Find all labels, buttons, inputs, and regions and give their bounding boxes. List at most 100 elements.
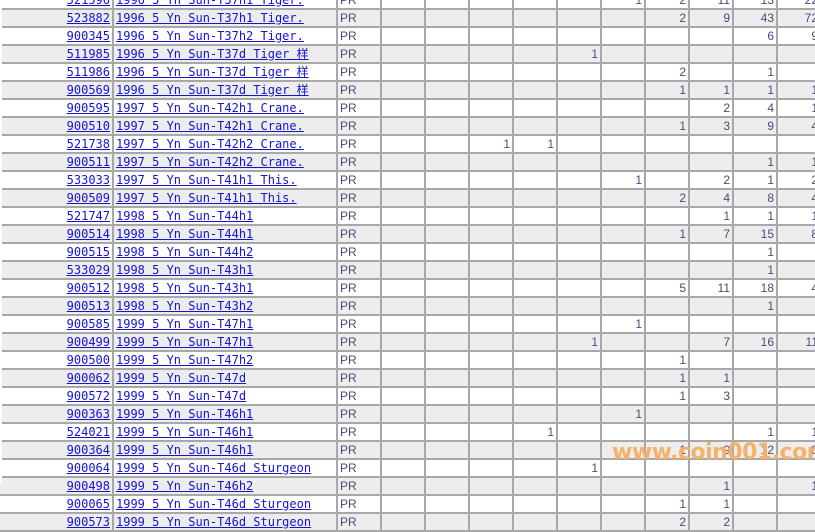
cell-coin-description[interactable]: 1997 5 Yn Sun-T42h2 Crane.	[114, 136, 338, 154]
cell-coin-description[interactable]: 1997 5 Yn Sun-T42h1 Crane.	[114, 118, 338, 136]
cell-pop-col-4	[514, 388, 558, 406]
cell-cert-number[interactable]: 900511	[0, 154, 114, 172]
cell-cert-number[interactable]: 533029	[0, 262, 114, 280]
cell-coin-description[interactable]: 1999 5 Yn Sun-T46h1	[114, 442, 338, 460]
cell-pop-col-7: 5	[646, 280, 690, 298]
cell-coin-description[interactable]: 1998 5 Yn Sun-T44h1	[114, 208, 338, 226]
cell-coin-description[interactable]: 1996 5 Yn Sun-T37h2 Tiger.	[114, 28, 338, 46]
cell-pop-col-4	[514, 226, 558, 244]
cell-pop-col-5	[558, 82, 602, 100]
cell-cert-number[interactable]: 524021	[0, 424, 114, 442]
cell-coin-description[interactable]: 1999 5 Yn Sun-T47d	[114, 388, 338, 406]
cell-coin-description[interactable]: 1998 5 Yn Sun-T44h1	[114, 226, 338, 244]
cell-pop-col-10: 22	[778, 0, 815, 10]
cell-cert-number[interactable]: 900573	[0, 514, 114, 532]
cell-coin-description[interactable]: 1999 5 Yn Sun-T47h1	[114, 316, 338, 334]
cell-pop-col-4	[514, 316, 558, 334]
cell-pop-col-1	[382, 172, 426, 190]
cell-pop-col-3	[470, 478, 514, 496]
cell-cert-number[interactable]: 900515	[0, 244, 114, 262]
cell-cert-number[interactable]: 900572	[0, 388, 114, 406]
cell-cert-number[interactable]: 900064	[0, 460, 114, 478]
cell-pop-col-2	[426, 0, 470, 10]
table-row: 5215961996 5 Yn Sun-T37h1 Tiger.PR 121113…	[0, 0, 815, 10]
cell-pop-col-1	[382, 208, 426, 226]
cell-grade-code: PR	[338, 514, 382, 532]
cell-cert-number[interactable]: 900509	[0, 190, 114, 208]
cell-pop-col-4	[514, 442, 558, 460]
cell-coin-description[interactable]: 1998 5 Yn Sun-T43h2	[114, 298, 338, 316]
cell-pop-col-2	[426, 154, 470, 172]
cell-cert-number[interactable]: 900500	[0, 352, 114, 370]
cell-pop-col-6	[602, 100, 646, 118]
cell-coin-description[interactable]: 1997 5 Yn Sun-T42h1 Crane.	[114, 100, 338, 118]
cell-cert-number[interactable]: 900512	[0, 280, 114, 298]
cell-cert-number[interactable]: 521747	[0, 208, 114, 226]
cell-cert-number[interactable]: 900595	[0, 100, 114, 118]
cell-coin-description[interactable]: 1996 5 Yn Sun-T37h1 Tiger.	[114, 10, 338, 28]
cell-cert-number[interactable]: 900499	[0, 334, 114, 352]
cell-pop-col-1	[382, 100, 426, 118]
cell-cert-number[interactable]: 900065	[0, 496, 114, 514]
cell-pop-col-2	[426, 46, 470, 64]
cell-cert-number[interactable]: 521596	[0, 0, 114, 10]
cell-coin-description[interactable]: 1996 5 Yn Sun-T37h1 Tiger.	[114, 0, 338, 10]
cell-pop-col-4	[514, 28, 558, 46]
cell-pop-col-2	[426, 82, 470, 100]
cell-coin-description[interactable]: 1999 5 Yn Sun-T46h1	[114, 406, 338, 424]
cell-coin-description[interactable]: 1999 5 Yn Sun-T46h1	[114, 424, 338, 442]
cell-cert-number[interactable]: 900513	[0, 298, 114, 316]
cell-coin-description[interactable]: 1998 5 Yn Sun-T44h2	[114, 244, 338, 262]
cell-pop-col-1	[382, 352, 426, 370]
cell-cert-number[interactable]: 511985	[0, 46, 114, 64]
cell-pop-col-2	[426, 118, 470, 136]
cell-cert-number[interactable]: 900363	[0, 406, 114, 424]
cell-pop-col-8	[690, 406, 734, 424]
cell-pop-col-1	[382, 478, 426, 496]
cell-cert-number[interactable]: 900345	[0, 28, 114, 46]
cell-coin-description[interactable]: 1999 5 Yn Sun-T46d Sturgeon	[114, 496, 338, 514]
cell-coin-description[interactable]: 1999 5 Yn Sun-T47d	[114, 370, 338, 388]
cell-pop-col-8: 2	[690, 172, 734, 190]
cell-cert-number[interactable]: 523882	[0, 10, 114, 28]
cell-cert-number[interactable]: 900569	[0, 82, 114, 100]
cell-coin-description[interactable]: 1999 5 Yn Sun-T46d Sturgeon	[114, 514, 338, 532]
cell-cert-number[interactable]: 533033	[0, 172, 114, 190]
cell-coin-description[interactable]: 1999 5 Yn Sun-T46h2	[114, 478, 338, 496]
cell-pop-col-10: 1	[778, 424, 815, 442]
cell-coin-description[interactable]: 1997 5 Yn Sun-T42h2 Crane.	[114, 154, 338, 172]
cell-cert-number[interactable]: 511986	[0, 64, 114, 82]
cell-pop-col-6	[602, 280, 646, 298]
cell-pop-col-2	[426, 370, 470, 388]
cell-coin-description[interactable]: 1998 5 Yn Sun-T43h1	[114, 262, 338, 280]
cell-coin-description[interactable]: 1999 5 Yn Sun-T47h1	[114, 334, 338, 352]
cell-pop-col-7	[646, 154, 690, 172]
cell-coin-description[interactable]: 1999 5 Yn Sun-T46d Sturgeon	[114, 460, 338, 478]
cell-cert-number[interactable]: 900510	[0, 118, 114, 136]
cell-cert-number[interactable]: 521738	[0, 136, 114, 154]
cell-cert-number[interactable]: 900364	[0, 442, 114, 460]
cell-pop-col-7	[646, 424, 690, 442]
cell-coin-description[interactable]: 1996 5 Yn Sun-T37d Tiger 样	[114, 64, 338, 82]
cell-coin-description[interactable]: 1997 5 Yn Sun-T41h1 This.	[114, 190, 338, 208]
cell-coin-description[interactable]: 1999 5 Yn Sun-T47h2	[114, 352, 338, 370]
cell-coin-description[interactable]: 1996 5 Yn Sun-T37d Tiger 样	[114, 82, 338, 100]
cell-pop-col-1	[382, 118, 426, 136]
cell-pop-col-8: 3	[690, 388, 734, 406]
cell-pop-col-8	[690, 316, 734, 334]
cell-cert-number[interactable]: 900514	[0, 226, 114, 244]
cell-grade-code: PR	[338, 280, 382, 298]
cell-pop-col-5	[558, 478, 602, 496]
cell-coin-description[interactable]: 1996 5 Yn Sun-T37d Tiger 样	[114, 46, 338, 64]
cell-pop-col-6	[602, 28, 646, 46]
cell-pop-col-4	[514, 496, 558, 514]
cell-pop-col-10: 1	[778, 82, 815, 100]
cell-cert-number[interactable]: 900585	[0, 316, 114, 334]
cell-cert-number[interactable]: 900498	[0, 478, 114, 496]
cell-cert-number[interactable]: 900062	[0, 370, 114, 388]
cell-coin-description[interactable]: 1997 5 Yn Sun-T41h1 This.	[114, 172, 338, 190]
cell-coin-description[interactable]: 1998 5 Yn Sun-T43h1	[114, 280, 338, 298]
